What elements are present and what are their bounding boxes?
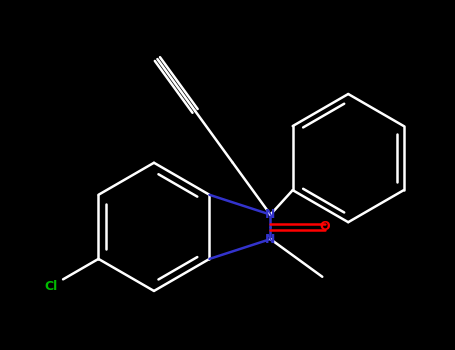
Text: O: O bbox=[319, 220, 330, 233]
Text: N: N bbox=[265, 233, 276, 246]
Text: Cl: Cl bbox=[45, 280, 58, 293]
Text: N: N bbox=[265, 208, 276, 221]
